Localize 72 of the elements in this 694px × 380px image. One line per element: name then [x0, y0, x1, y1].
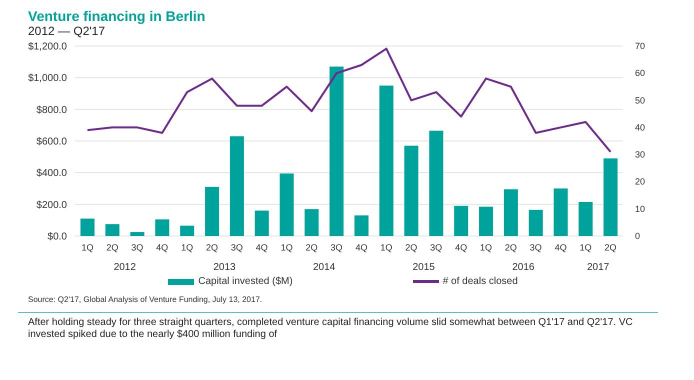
y2-tick-label: 0 — [635, 231, 640, 241]
bar — [528, 210, 543, 236]
bar — [105, 224, 120, 236]
y2-tick-label: 60 — [635, 68, 646, 78]
line-series — [86, 48, 612, 153]
text: After holding steady for three straight quarters, completed venture capital financing volume slid somewhat between Q1'17 and Q2'17. VC invested spiked due to the nearly $400 million funding of — [28, 317, 634, 341]
x-tick-label: 4Q — [554, 242, 567, 252]
text: 2012 — [114, 262, 136, 273]
bar — [254, 210, 269, 236]
y-tick-label: $600.0 — [36, 136, 68, 148]
y2-tick-label: 10 — [635, 204, 646, 214]
x-tick-label: 1Q — [580, 242, 592, 252]
bar — [454, 206, 468, 236]
y2-tick-label: 50 — [635, 95, 646, 106]
x-tick-label: 2Q — [306, 242, 318, 252]
y2-tick-label: 40 — [635, 122, 646, 132]
bar — [205, 186, 220, 236]
bar — [180, 226, 194, 236]
legend-label: Capital invested ($M) — [198, 276, 293, 287]
bar — [80, 218, 94, 236]
x-tick-label: 2Q — [206, 242, 218, 252]
text: 2016 — [512, 262, 535, 273]
bar — [330, 66, 344, 236]
bar — [404, 146, 418, 236]
x-tick-label: 4Q — [455, 242, 468, 252]
x-tick-label: 1Q — [280, 242, 293, 252]
x-tick-label: 4Q — [355, 242, 368, 252]
x-tick-label: 3Q — [430, 242, 442, 252]
y-tick-label: $1,000.0 — [28, 73, 68, 84]
y-tick-label: $1,200.0 — [28, 42, 68, 53]
bar — [554, 188, 568, 236]
legend-label: # of deals closed — [442, 276, 518, 287]
bar — [504, 189, 518, 236]
x-tick-label: 3Q — [131, 242, 144, 252]
y-tick-label: $200.0 — [36, 200, 68, 211]
y-tick-label: $800.0 — [36, 104, 68, 116]
y-tick-label: $0.0 — [48, 232, 68, 243]
bar — [379, 86, 394, 236]
chart-subtitle: 2012 — Q2'17 — [28, 24, 106, 38]
bar — [280, 173, 294, 236]
source-note: Source: Q2'17, Global Analysis of Venture Funding, July 13, 2017. — [28, 295, 264, 304]
x-tick-label: 1Q — [81, 242, 94, 252]
y2-tick-label: 30 — [635, 150, 646, 160]
text: 2014 — [312, 262, 336, 273]
y2-tick-label: 20 — [635, 176, 646, 187]
y-tick-label: $400.0 — [36, 168, 68, 180]
text: 2015 — [412, 262, 436, 273]
bar — [354, 215, 368, 236]
bar — [479, 206, 494, 236]
bar — [604, 158, 618, 236]
x-tick-label: 1Q — [380, 242, 392, 252]
x-tick-label: 2Q — [106, 242, 118, 252]
bar — [230, 136, 244, 236]
x-tick-label: 3Q — [530, 242, 542, 252]
x-tick-label: 2Q — [604, 242, 617, 252]
x-tick-label: 1Q — [480, 242, 492, 252]
x-tick-label: 3Q — [330, 242, 343, 252]
bar — [578, 202, 593, 236]
x-tick-label: 4Q — [256, 242, 268, 252]
x-tick-label: 2Q — [405, 242, 418, 252]
bar — [304, 209, 319, 236]
text: 2017 — [586, 262, 610, 273]
x-tick-label: 4Q — [156, 242, 168, 252]
chart-title: Venture financing in Berlin — [28, 8, 206, 24]
x-tick-label: 3Q — [230, 242, 243, 252]
bar — [429, 130, 444, 236]
y2-tick-label: 70 — [635, 41, 646, 51]
x-tick-label: 1Q — [181, 242, 194, 252]
bar — [155, 219, 170, 236]
bar — [130, 232, 144, 236]
text: 2013 — [213, 262, 236, 273]
x-tick-label: 2Q — [504, 242, 517, 252]
